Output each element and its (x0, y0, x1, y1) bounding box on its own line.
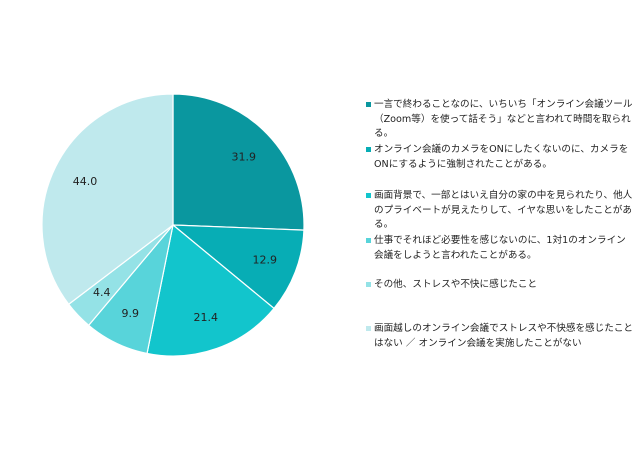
legend-item-4: 仕事でそれほど必要性を感じないのに、1対1のオンライン会議をしようと言われたこと… (366, 234, 634, 263)
legend-item-6: 画面越しのオンライン会議でストレスや不快感を感じたことはない ／ オンライン会議… (366, 322, 634, 351)
pie-slice-6 (41, 93, 174, 306)
pie-slice-1 (172, 93, 305, 231)
pie-slices (41, 93, 305, 357)
slice-value-label-4: 9.9 (122, 307, 140, 320)
legend-swatch (366, 326, 371, 331)
pie-slice-2 (171, 224, 305, 310)
legend-label: その他、ストレスや不快に感じたこと (374, 279, 538, 290)
legend-label: 仕事でそれほど必要性を感じないのに、1対1のオンライン会議をしようと言われたこと… (374, 235, 626, 261)
pie-slice-3 (146, 223, 275, 357)
slice-value-label-5: 4.4 (93, 286, 111, 299)
legend-item-2: オンライン会議のカメラをONにしたくないのに、カメラをONにするように強制された… (366, 143, 634, 172)
legend-swatch (366, 102, 371, 107)
legend-label: オンライン会議のカメラをONにしたくないのに、カメラをONにするように強制された… (374, 144, 629, 170)
legend-swatch (366, 282, 371, 287)
slice-value-label-6: 44.0 (73, 175, 98, 188)
legend-item-1: 一言で終わることなのに、いちいち「オンライン会議ツール（Zoom等）を使って話そ… (366, 98, 634, 142)
legend-item-5: その他、ストレスや不快に感じたこと (366, 278, 634, 293)
slice-value-label-3: 21.4 (194, 311, 219, 324)
slice-value-label-1: 31.9 (232, 150, 257, 163)
legend-label: 画面背景で、一部とはいえ自分の家の中を見られたり、他人のプライベートが見えたりし… (374, 190, 633, 231)
legend-swatch (366, 147, 371, 152)
legend-swatch (366, 238, 371, 243)
slice-value-label-2: 12.9 (253, 254, 278, 267)
pie-labels: 31.9 12.9 21.4 9.9 4.4 44.0 (73, 150, 277, 324)
legend-label: 画面越しのオンライン会議でストレスや不快感を感じたことはない ／ オンライン会議… (374, 323, 634, 349)
legend-item-3: 画面背景で、一部とはいえ自分の家の中を見られたり、他人のプライベートが見えたりし… (366, 189, 634, 233)
legend-label: 一言で終わることなのに、いちいち「オンライン会議ツール（Zoom等）を使って話そ… (374, 99, 633, 140)
legend-swatch (366, 193, 371, 198)
